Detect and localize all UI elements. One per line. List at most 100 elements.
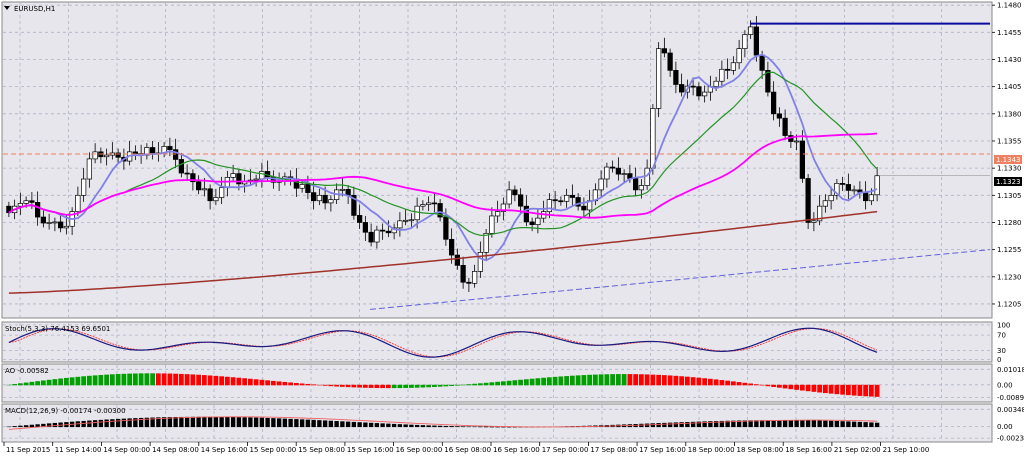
ao-bar	[610, 374, 615, 386]
macd-bar	[437, 425, 443, 428]
price-label: 1.1405	[997, 83, 1022, 91]
time-label: 17 Sep 08:00	[590, 446, 637, 454]
ao-bar	[667, 375, 673, 386]
ao-bar	[144, 373, 150, 386]
candle-body	[546, 199, 552, 212]
macd-bar	[679, 422, 684, 428]
candle-body	[770, 91, 777, 115]
ao-bar	[179, 373, 184, 386]
candle-body	[431, 202, 438, 205]
ao-bar	[248, 378, 253, 386]
candle-body	[500, 203, 507, 212]
macd-bar	[46, 423, 52, 428]
stoch-panel[interactable]	[1, 321, 993, 363]
ao-bar	[857, 384, 863, 396]
ao-bar	[322, 384, 328, 386]
macd-bar	[363, 422, 368, 428]
candle-body	[667, 52, 673, 71]
ao-bar	[403, 384, 408, 388]
candle-body	[316, 194, 323, 202]
ao-bar	[391, 384, 397, 389]
macd-bar	[305, 419, 311, 428]
macd-bar	[35, 424, 40, 428]
candle-body	[799, 140, 805, 179]
macd-bar	[87, 420, 92, 428]
macd-bar	[104, 419, 109, 428]
ao-bar	[190, 374, 196, 386]
ao-bar	[627, 374, 633, 386]
ao-bar	[196, 374, 201, 386]
ao-bar	[874, 384, 880, 397]
macd-bar	[29, 424, 35, 428]
macd-bar	[276, 418, 282, 428]
macd-bar	[196, 416, 201, 428]
ao-bar	[869, 384, 874, 397]
macd-bar	[834, 421, 840, 428]
macd-bar	[391, 423, 397, 428]
ao-bar	[673, 375, 679, 386]
candle-body	[747, 26, 754, 35]
macd-bar	[236, 417, 242, 428]
ao-bar	[236, 377, 242, 386]
symbol-title-text: EURUSD,H1	[14, 5, 55, 13]
candle-body	[230, 173, 236, 178]
macd-bar	[759, 420, 765, 428]
ao-bar	[409, 384, 414, 388]
macd-panel[interactable]	[1, 403, 993, 443]
ao-bar	[639, 374, 644, 386]
ao-bar	[311, 384, 316, 386]
candle-body	[339, 188, 346, 191]
macd-bar	[472, 426, 477, 428]
macd-bar	[271, 418, 276, 428]
ao-bar	[788, 384, 794, 390]
ao-bar	[489, 382, 495, 386]
ao-bar	[817, 384, 822, 393]
ao-bar	[64, 377, 69, 386]
macd-bar	[771, 420, 776, 428]
ao-bar	[696, 377, 702, 386]
macd-bar	[702, 421, 707, 428]
axis-label: 100	[997, 321, 1010, 329]
macd-label: MACD(12,26,9) -0.00174 -0.00300	[5, 407, 126, 415]
macd-bar	[12, 426, 17, 428]
ao-bar	[380, 384, 385, 389]
time-label: 15 Sep 16:00	[347, 446, 394, 454]
candle-body	[219, 187, 225, 198]
macd-bar	[466, 426, 472, 428]
time-label: 11 Sep 2015	[6, 446, 50, 454]
macd-bar	[317, 420, 322, 428]
candle-body	[6, 205, 12, 214]
ao-bar	[6, 384, 12, 386]
sma-fast-line	[8, 53, 878, 262]
macd-bar	[800, 420, 805, 428]
ao-bar	[127, 373, 132, 386]
macd-bar	[190, 416, 196, 428]
ao-bar	[276, 381, 282, 386]
price-label: 1.1305	[997, 192, 1022, 200]
stoch-main-line	[8, 327, 878, 358]
candle-body	[115, 152, 121, 158]
macd-bar	[420, 425, 426, 428]
ao-bar	[328, 384, 334, 387]
ao-bar	[305, 383, 311, 386]
candle-body	[132, 151, 139, 154]
ao-bar	[708, 378, 713, 386]
ao-bar	[460, 384, 466, 386]
candle-body	[362, 222, 369, 233]
ao-bar	[759, 384, 765, 386]
macd-bar	[288, 418, 293, 428]
macd-bar	[449, 426, 454, 428]
dropdown-arrow-icon[interactable]	[4, 6, 10, 10]
ao-bar	[656, 374, 661, 386]
candle-body	[673, 70, 679, 85]
candles	[6, 16, 880, 293]
macd-bar	[294, 419, 299, 428]
candle-body	[506, 189, 512, 205]
macd-signal-line	[8, 416, 878, 430]
price-tag-dash: 1.1343	[994, 155, 1022, 164]
price-chart-area[interactable]	[1, 1, 993, 319]
axis-label: 0	[997, 356, 1001, 364]
macd-bar	[857, 421, 863, 428]
macd-bar	[242, 417, 247, 428]
ao-bar	[604, 374, 610, 386]
